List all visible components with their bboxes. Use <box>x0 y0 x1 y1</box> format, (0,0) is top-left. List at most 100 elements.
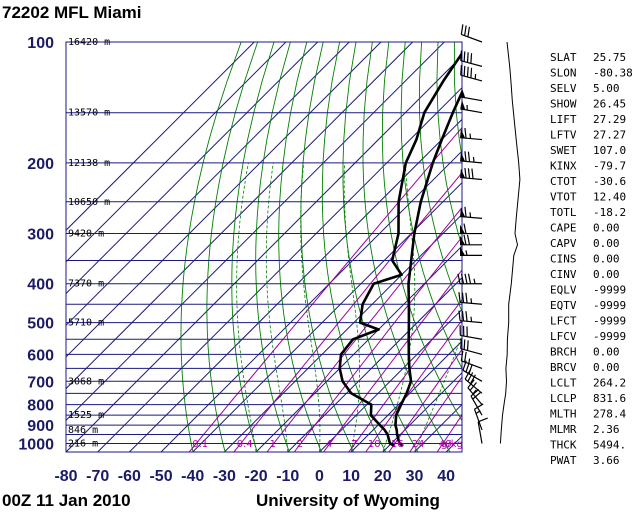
index-key: TOTL <box>550 206 577 219</box>
mixing-ratio-label: 0.1 <box>192 439 208 450</box>
wind-barb <box>460 206 483 219</box>
pressure-tick: 900 <box>27 418 54 435</box>
dry-adiabat-330 <box>400 42 462 370</box>
isotherm--20 <box>255 245 462 452</box>
dry-adiabat-470 <box>635 42 640 452</box>
moist-adiabat-30 <box>414 334 462 452</box>
mixing-ratio-label: 1 <box>270 439 276 450</box>
pressure-tick: 200 <box>27 156 54 173</box>
isotherm-20 <box>382 372 462 452</box>
dry-adiabat-300 <box>342 42 419 452</box>
index-value: -9999 <box>593 284 626 297</box>
dry-adiabat-280 <box>300 42 355 452</box>
height-label: 9420 m <box>68 229 104 240</box>
temperature-tick: -70 <box>86 468 109 485</box>
dry-adiabat-240 <box>206 42 259 452</box>
index-value: 264.2 <box>593 377 626 390</box>
mixing-ratio-label: 16 <box>391 439 404 450</box>
mixing-ratio-line-1 <box>266 206 462 452</box>
isotherm--130 <box>66 42 318 295</box>
mixing-ratio-label: 40 <box>439 439 452 450</box>
wind-barb <box>459 325 483 340</box>
pressure-tick: 400 <box>27 277 54 294</box>
mixing-ratio-line-0.4 <box>233 172 462 452</box>
temperature-tick: -10 <box>276 468 299 485</box>
mixing-ratio-label: 24 <box>412 439 425 450</box>
pressure-tick: 600 <box>27 347 54 364</box>
index-key: LCLP <box>550 392 577 405</box>
index-key: MLMR <box>550 423 577 436</box>
isotherm--60 <box>129 118 462 452</box>
index-key: LFCT <box>550 315 577 328</box>
isotherm--150 <box>66 42 255 231</box>
wind-barb <box>470 388 483 416</box>
index-value: 27.29 <box>593 113 626 126</box>
temperature-tick-labels: -80 -70 -60 -50 -40 -30 -20 -10 0 10 20 30 40 <box>54 468 455 485</box>
isotherm--10 <box>287 277 462 452</box>
wind-barb <box>460 88 483 102</box>
wind-barb <box>464 369 483 394</box>
index-key: MLTH <box>550 408 577 421</box>
index-key: SLON <box>550 67 577 80</box>
dry-adiabat-350 <box>436 42 462 248</box>
moist-adiabat-20 <box>382 162 416 452</box>
temperature-tick: -30 <box>213 468 236 485</box>
index-key: CAPV <box>550 237 577 250</box>
index-value: 5.00 <box>593 82 620 95</box>
wind-barb <box>457 273 482 285</box>
mixing-ratio-label: 4 <box>326 439 332 450</box>
index-value: 3.66 <box>593 454 620 467</box>
mixing-ratio-line-24 <box>409 376 462 452</box>
temperature-tick: 40 <box>437 468 455 485</box>
index-value: 0.00 <box>593 253 620 266</box>
height-label: 10650 m <box>68 197 110 208</box>
wind-barb <box>460 127 483 141</box>
index-value: -9999 <box>593 315 626 328</box>
index-value: 0.00 <box>593 361 620 374</box>
index-key: SWET <box>550 144 577 157</box>
isotherm-0 <box>319 308 462 452</box>
index-value: -30.6 <box>593 175 626 188</box>
isotherm-lines <box>66 42 462 452</box>
pressure-tick: 700 <box>27 374 54 391</box>
wind-profile-trace <box>499 41 521 444</box>
index-key: LFTV <box>550 129 577 142</box>
index-value: 0.00 <box>593 346 620 359</box>
height-label: 12138 m <box>68 158 110 169</box>
temperature-tick: -20 <box>245 468 268 485</box>
index-value: 0.00 <box>593 222 620 235</box>
index-key: EQTV <box>550 299 577 312</box>
index-value: 12.40 <box>593 191 626 204</box>
dry-adiabat-270 <box>278 42 322 452</box>
dry-adiabat-310 <box>362 42 451 452</box>
dry-adiabat-250 <box>231 42 275 452</box>
height-label: 216 m <box>68 438 98 449</box>
wind-barb <box>460 151 483 164</box>
index-value: 278.4 <box>593 408 626 421</box>
index-key: LIFT <box>550 113 577 126</box>
wind-hodograph <box>499 41 521 444</box>
temperature-tick: -80 <box>54 468 77 485</box>
index-key: BRCV <box>550 361 577 374</box>
height-label: 16420 m <box>68 37 110 48</box>
isotherm--40 <box>192 182 462 452</box>
index-value: -79.7 <box>593 160 626 173</box>
sounding-profiles <box>338 51 462 448</box>
isotherm--70 <box>97 86 462 452</box>
mixing-ratio-labels: 0.1 0.4 1 2 4 7 10 16 24 40g/kg <box>192 439 463 450</box>
temperature-tick: -50 <box>149 468 172 485</box>
wind-barb <box>477 417 488 444</box>
isotherm--100 <box>66 42 413 390</box>
mixing-ratio-line-4 <box>323 269 462 452</box>
mixing-ratio-label: 10 <box>368 439 381 450</box>
index-value: -80.38 <box>593 67 633 80</box>
mixing-ratio-line-0.1 <box>188 126 462 452</box>
index-key: SHOW <box>550 98 577 111</box>
mixing-ratio-line-40 <box>436 414 462 452</box>
isotherm--120 <box>66 42 350 326</box>
isotherm-10 <box>350 340 462 452</box>
index-key: BRCH <box>550 346 577 359</box>
wind-barb <box>460 234 482 246</box>
wind-barb <box>460 64 483 82</box>
moist-adiabat-0 <box>300 162 321 452</box>
